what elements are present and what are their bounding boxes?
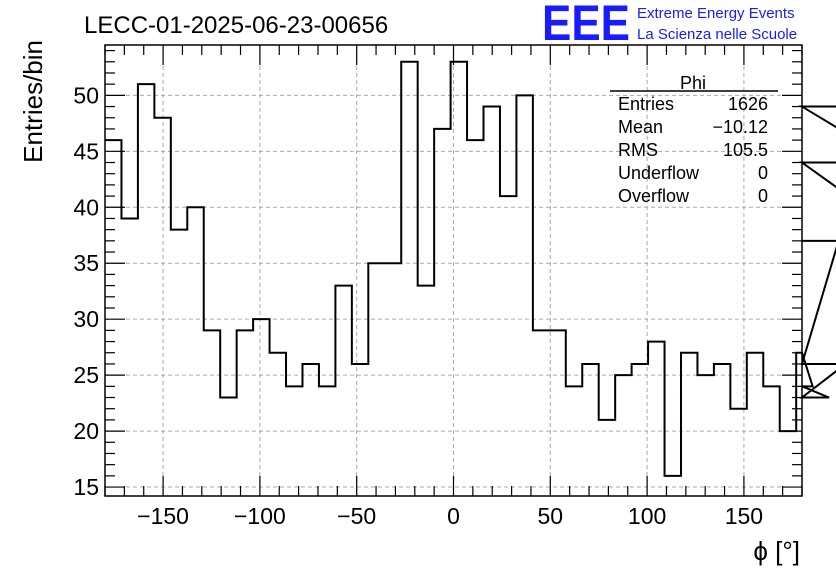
x-axis-title: ϕ [°] xyxy=(753,536,800,566)
y-tick-label: 50 xyxy=(73,82,99,108)
histogram-bin xyxy=(648,342,664,496)
histogram-bin xyxy=(549,330,565,496)
histogram-bin xyxy=(434,129,450,496)
stats-label: Underflow xyxy=(618,163,700,183)
eee-logo-mark: EEE xyxy=(542,0,630,51)
histogram-bin xyxy=(270,353,286,496)
x-tick-label: −100 xyxy=(234,503,286,529)
histogram-bin xyxy=(714,364,730,496)
histogram-bin xyxy=(253,319,269,496)
histogram-bin xyxy=(319,386,335,496)
stats-value: 0 xyxy=(758,186,768,206)
x-tick-label: 150 xyxy=(725,503,763,529)
histogram-bin xyxy=(220,398,236,496)
y-tick-label: 20 xyxy=(73,418,99,444)
y-tick-label: 35 xyxy=(73,250,99,276)
histogram-bin xyxy=(500,196,516,496)
histogram-bin xyxy=(385,263,401,496)
histogram-bin xyxy=(763,386,779,496)
x-tick-label: 100 xyxy=(628,503,666,529)
histogram-bin xyxy=(204,330,220,496)
histogram-bin xyxy=(533,330,549,496)
logo-line-1: Extreme Energy Events xyxy=(637,5,795,22)
stats-label: Mean xyxy=(618,117,663,137)
x-tick-label: 0 xyxy=(447,503,460,529)
histogram-bin xyxy=(368,263,384,496)
histogram-bin xyxy=(516,95,532,496)
histogram-bin xyxy=(697,375,713,496)
stats-label: RMS xyxy=(618,140,658,160)
stats-value: −10.12 xyxy=(712,117,768,137)
stats-rows: Entries 1626 Mean −10.12 RMS 105.5 Underflow 0 O… xyxy=(618,94,768,206)
histogram-bin xyxy=(418,286,434,496)
stats-box: Phi Entries 1626 Mean −10.12 RMS 105.5 Underfl… xyxy=(610,73,778,206)
stats-value: 1626 xyxy=(728,94,768,114)
histogram-bin xyxy=(484,107,500,496)
stats-title: Phi xyxy=(680,73,706,93)
histogram-bin xyxy=(681,353,697,496)
histogram-bin xyxy=(286,386,302,496)
histogram-bin xyxy=(467,140,483,496)
histogram-bin xyxy=(632,364,648,496)
stats-label: Entries xyxy=(618,94,674,114)
histogram-bin xyxy=(352,364,368,496)
y-tick-labels: 15 20 25 30 35 40 45 50 xyxy=(73,82,99,500)
x-tick-labels: −150 −100 −50 0 50 100 150 xyxy=(137,503,763,529)
logo-line-2: La Scienza nelle Scuole xyxy=(637,26,797,43)
y-tick-label: 15 xyxy=(73,474,99,500)
histogram-bin xyxy=(582,364,598,496)
histogram-bin xyxy=(335,286,351,496)
x-tick-label: −150 xyxy=(137,503,189,529)
grid-lines xyxy=(105,45,802,496)
eee-logo: EEE Extreme Energy Events La Scienza nel… xyxy=(542,0,797,51)
histogram-bin xyxy=(138,84,154,496)
y-tick-label: 30 xyxy=(73,306,99,332)
axis-ticks xyxy=(104,45,803,496)
histogram-bin xyxy=(171,230,187,496)
stats-value: 105.5 xyxy=(723,140,768,160)
histogram-bin xyxy=(237,330,253,496)
y-tick-label: 45 xyxy=(73,138,99,164)
histogram-bin xyxy=(747,353,763,496)
histogram-bin xyxy=(566,386,582,496)
histogram-bin xyxy=(121,218,137,496)
y-tick-label: 25 xyxy=(73,362,99,388)
histogram-bin xyxy=(187,207,203,496)
histogram-bin xyxy=(615,375,631,496)
histogram-bin xyxy=(302,364,318,496)
y-axis-title: Entries/bin xyxy=(18,40,48,163)
stats-value: 0 xyxy=(758,163,768,183)
chart-title: LECC-01-2025-06-23-00656 xyxy=(84,12,388,39)
x-tick-label: −50 xyxy=(337,503,376,529)
x-tick-label: 50 xyxy=(538,503,564,529)
y-tick-label: 40 xyxy=(73,194,99,220)
stats-label: Overflow xyxy=(618,186,690,206)
